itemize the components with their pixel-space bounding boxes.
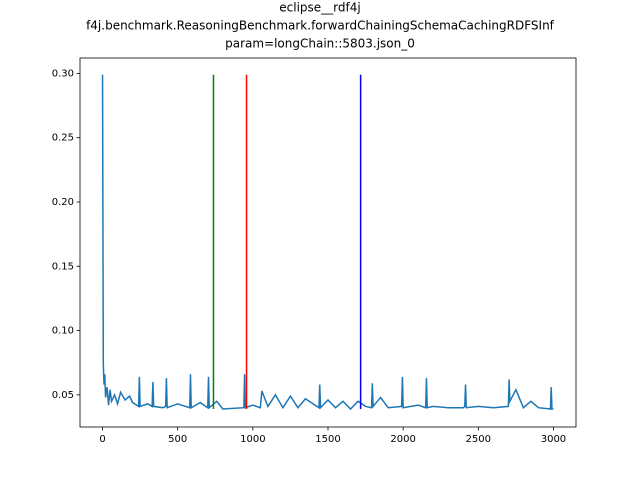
y-tick-label: 0.05 <box>52 390 74 401</box>
chart-title: param=longChain::5803.json_0 <box>225 37 415 51</box>
x-tick-label: 1000 <box>240 434 265 445</box>
chart-title: f4j.benchmark.ReasoningBenchmark.forward… <box>86 19 555 33</box>
y-tick-label: 0.15 <box>52 261 74 272</box>
x-tick-label: 2500 <box>466 434 491 445</box>
x-tick-label: 1500 <box>315 434 340 445</box>
data-line <box>101 74 554 411</box>
y-tick-label: 0.25 <box>52 133 74 144</box>
y-tick-label: 0.10 <box>52 326 74 337</box>
x-tick-label: 3000 <box>541 434 566 445</box>
y-tick-label: 0.30 <box>52 68 74 79</box>
x-tick-label: 0 <box>99 434 105 445</box>
chart-title: eclipse__rdf4j <box>279 1 360 15</box>
x-tick-label: 2000 <box>390 434 415 445</box>
x-tick-label: 500 <box>168 434 187 445</box>
y-tick-label: 0.20 <box>52 197 74 208</box>
